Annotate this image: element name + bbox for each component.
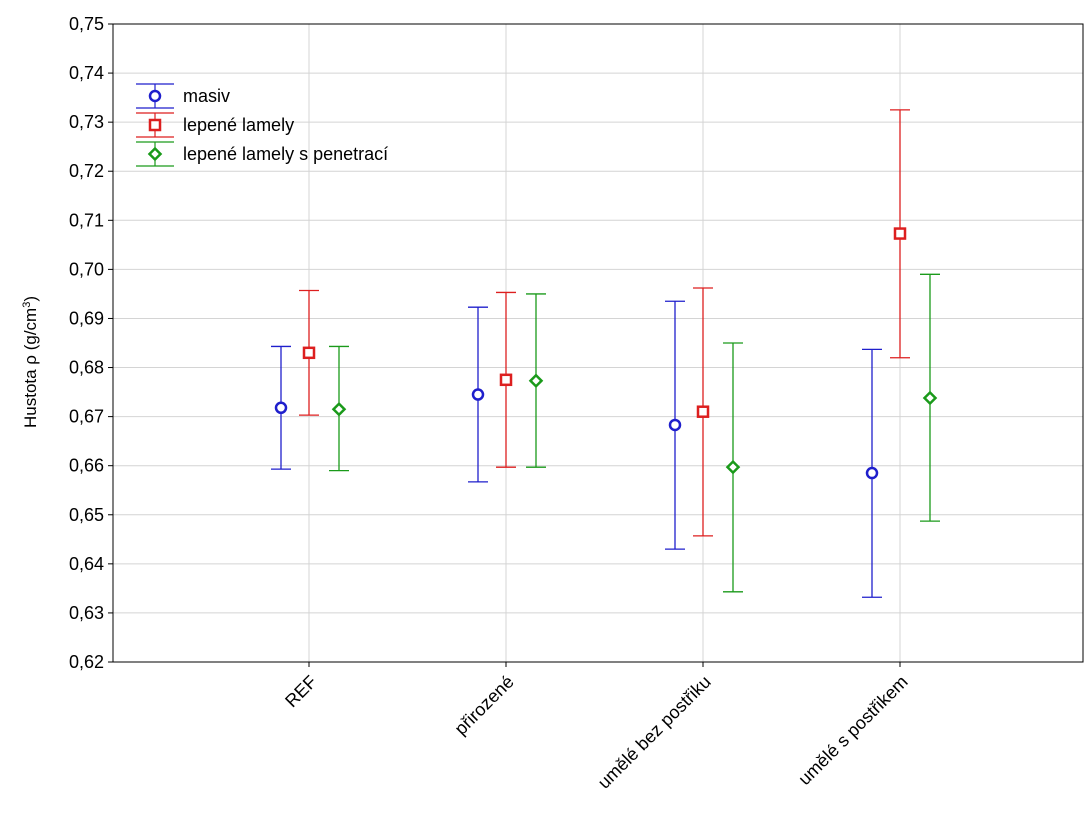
y-axis-label: Hustota ρ (g/cm3) — [21, 296, 40, 428]
y-axis-label-tail: ) — [21, 296, 40, 302]
legend-item-2: lepené lamely — [136, 112, 294, 138]
y-tick-label: 0,66 — [69, 456, 104, 476]
marker-circle — [274, 401, 288, 415]
marker-square — [302, 346, 316, 360]
y-tick-label: 0,68 — [69, 358, 104, 378]
plot-frame — [112, 23, 1084, 663]
y-tick-label: 0,64 — [69, 554, 104, 574]
y-tick-label: 0,63 — [69, 603, 104, 623]
marker-square — [696, 405, 710, 418]
marker-circle — [865, 466, 879, 480]
legend-item-3: lepené lamely s penetrací — [136, 141, 388, 167]
y-axis-label-sup: 3 — [21, 302, 33, 308]
y-tick-label: 0,67 — [69, 407, 104, 427]
y-tick-label: 0,75 — [69, 14, 104, 34]
legend: masiv lepené lamely lepené lamely s penetr… — [136, 83, 388, 167]
legend-item-1: masiv — [136, 83, 230, 109]
y-tick-label: 0,72 — [69, 161, 104, 181]
marker-diamond — [922, 390, 938, 406]
marker-circle — [471, 388, 485, 401]
marker-circle — [148, 89, 162, 103]
y-tick-label: 0,74 — [69, 63, 104, 83]
y-tick-label: 0,73 — [69, 112, 104, 132]
y-tick-label: 0,69 — [69, 308, 104, 328]
marker-diamond — [528, 373, 544, 389]
y-tick-label: 0,65 — [69, 505, 104, 525]
y-tick-label: 0,71 — [69, 210, 104, 230]
marker-square — [148, 118, 162, 132]
series-2 — [299, 109, 910, 537]
marker-diamond — [147, 146, 163, 162]
marker-diamond — [331, 401, 347, 417]
y-tick-label: 0,70 — [69, 259, 104, 279]
marker-circle — [668, 418, 682, 432]
marker-diamond — [725, 459, 741, 475]
marker-square — [893, 227, 907, 240]
y-tick-label: 0,62 — [69, 652, 104, 672]
legend-label: masiv — [183, 86, 230, 106]
marker-square — [499, 373, 513, 387]
y-axis-label-base: Hustota ρ (g/cm — [21, 308, 40, 428]
series-3 — [329, 273, 940, 593]
legend-label: lepené lamely — [183, 115, 294, 135]
series-1 — [271, 300, 882, 598]
legend-label: lepené lamely s penetrací — [183, 144, 388, 164]
series-group — [271, 109, 940, 598]
